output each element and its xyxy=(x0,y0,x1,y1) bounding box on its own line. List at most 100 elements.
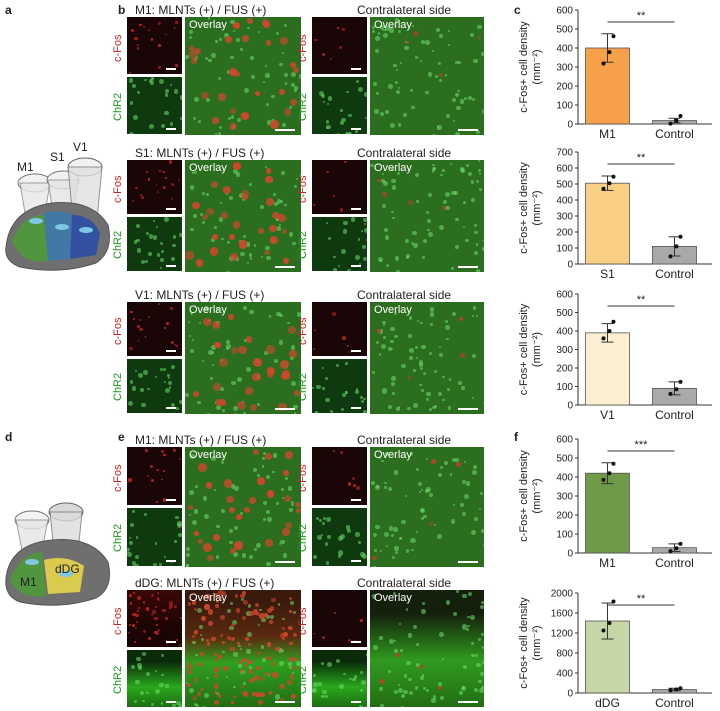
fiber-speck xyxy=(320,93,325,99)
cell-mark xyxy=(214,593,219,598)
cell-mark xyxy=(198,539,204,545)
fiber-speck xyxy=(235,172,241,177)
fiber-speck xyxy=(464,96,468,100)
fiber-speck xyxy=(321,695,325,699)
fiber-speck xyxy=(360,396,363,399)
cell-mark xyxy=(219,358,228,367)
cell-mark xyxy=(133,640,136,643)
cell-mark xyxy=(205,639,209,643)
fiber-speck xyxy=(317,535,322,540)
fiber-speck xyxy=(394,689,399,694)
fiber-speck xyxy=(179,233,182,238)
fiber-speck xyxy=(160,242,164,246)
fiber-speck xyxy=(433,523,436,526)
fiber-speck xyxy=(403,689,408,695)
fiber-speck xyxy=(265,64,268,67)
cell-mark xyxy=(322,636,326,640)
fiber-speck xyxy=(210,238,215,243)
fiber-speck xyxy=(227,116,231,120)
fiber-speck xyxy=(473,250,479,256)
fiber-speck xyxy=(465,164,469,167)
cell-mark xyxy=(344,160,347,164)
cell-mark xyxy=(162,608,166,613)
fiber-speck xyxy=(447,406,452,411)
overlay-tile-contralateral: Overlay xyxy=(370,447,484,567)
fiber-speck xyxy=(233,169,239,175)
fiber-speck xyxy=(226,240,230,244)
fiber-speck xyxy=(387,669,391,673)
overlay-tile: Overlay xyxy=(185,302,301,414)
y-tick-label: 0 xyxy=(567,120,573,131)
fiber-speck xyxy=(364,92,367,97)
data-point xyxy=(678,114,683,119)
fiber-speck xyxy=(280,199,283,203)
fiber-speck xyxy=(152,234,158,240)
fiber-speck xyxy=(287,321,290,324)
fiber-speck xyxy=(423,514,428,519)
cell-mark xyxy=(290,675,295,680)
fiber-speck xyxy=(439,34,443,38)
fiber-speck xyxy=(291,380,297,386)
fiber-speck xyxy=(405,494,408,497)
fiber-speck xyxy=(154,542,158,545)
fiber-speck xyxy=(453,120,456,123)
cell-mark xyxy=(189,50,198,59)
fiber-speck xyxy=(205,57,209,61)
chr2-tile xyxy=(127,217,182,271)
cfos-tile xyxy=(127,447,182,505)
fiber-speck xyxy=(164,93,169,97)
fiber-speck xyxy=(318,518,322,522)
cell-mark xyxy=(281,626,285,630)
fiber-speck xyxy=(438,224,444,230)
significance-stars: ** xyxy=(637,10,646,22)
fiber-speck xyxy=(299,173,301,177)
cell-mark xyxy=(194,608,198,612)
fiber-speck xyxy=(130,101,134,105)
fiber-speck xyxy=(131,510,135,514)
fiber-speck xyxy=(365,706,367,707)
fiber-speck xyxy=(481,51,484,56)
fiber-speck xyxy=(379,687,383,692)
fiber-speck xyxy=(431,170,435,173)
fiber-speck xyxy=(233,485,239,491)
fiber-speck xyxy=(398,536,403,540)
fiber-speck xyxy=(442,169,445,172)
fiber-speck xyxy=(426,219,431,224)
cell-mark xyxy=(253,675,259,681)
category-label: Control xyxy=(655,267,694,281)
fiber-speck xyxy=(463,201,466,205)
cell-mark xyxy=(200,652,205,656)
cell-mark xyxy=(437,686,442,691)
fiber-speck xyxy=(473,687,478,693)
cell-mark xyxy=(127,631,131,635)
cell-mark xyxy=(285,451,293,459)
cell-mark xyxy=(213,673,219,679)
cell-mark xyxy=(151,479,155,483)
fiber-speck xyxy=(168,381,172,386)
fiber-speck xyxy=(260,645,264,649)
fiber-speck xyxy=(340,407,344,411)
bar xyxy=(585,332,630,406)
fiber-speck xyxy=(388,346,393,351)
fiber-speck xyxy=(329,409,333,413)
fiber-speck xyxy=(446,337,450,341)
fiber-speck xyxy=(327,102,330,106)
cell-mark xyxy=(198,463,207,473)
fiber-speck xyxy=(372,532,377,537)
fiber-speck xyxy=(289,355,295,361)
chr2-tile xyxy=(127,508,182,566)
fiber-speck xyxy=(478,638,482,642)
fiber-speck xyxy=(442,398,445,402)
fiber-speck xyxy=(156,225,159,228)
fiber-speck xyxy=(384,485,388,489)
fiber-speck xyxy=(425,90,429,95)
cell-mark xyxy=(248,496,256,504)
fiber-speck xyxy=(370,163,374,168)
fiber-speck xyxy=(408,334,413,339)
cell-mark xyxy=(238,240,248,249)
y-axis-label: c-Fos+ cell density(mm⁻²) xyxy=(518,303,543,395)
fiber-speck xyxy=(398,622,402,626)
fiber-speck xyxy=(281,496,284,499)
cell-mark xyxy=(252,609,259,615)
cell-mark xyxy=(211,636,216,642)
